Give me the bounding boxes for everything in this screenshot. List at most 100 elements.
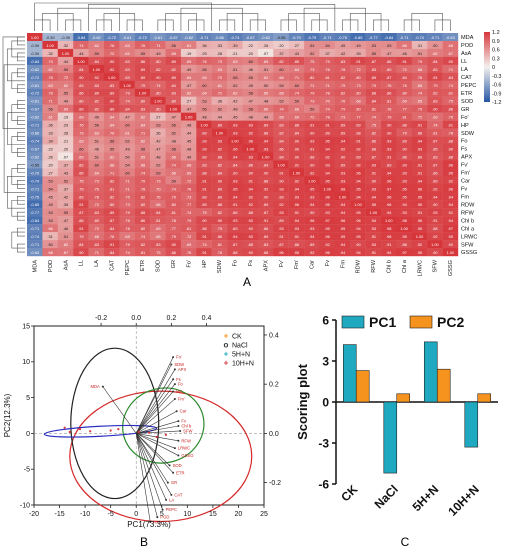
heatmap-cell-value: .83 [109,83,114,88]
heatmap-cell [411,224,428,233]
heatmap-cell [165,176,182,185]
heatmap-cell [304,224,320,233]
heatmap-cell-value: .76 [448,115,453,120]
heatmap-cell [180,200,197,209]
loading-arrow [135,383,176,434]
heatmap-cell-value: .94 [448,194,454,199]
heatmap-cell-value: .98 [340,186,345,191]
heatmap-cell [180,128,197,137]
heatmap-cell-value: .78 [417,75,422,80]
heatmap-cell [365,176,382,185]
heatmap-cell [411,72,428,81]
heatmap-cell-value: .36 [201,43,206,48]
heatmap-cell [257,104,274,113]
heatmap-cell-value: -0.62 [261,35,270,40]
heatmap-cell-value: .48 [247,115,252,120]
heatmap-cell-value: .95 [324,139,329,144]
bar-pc2 [396,393,411,403]
heatmap-cell-value: .96 [278,250,283,255]
heatmap-cell-value: .81 [140,250,145,255]
heatmap-cell [273,64,289,74]
heatmap-cell-value: .48 [155,154,160,159]
heatmap-cell [396,33,413,42]
heatmap-cell-value: .32 [47,51,52,56]
heatmap-cell [211,176,228,185]
heatmap-cell [334,208,351,217]
heatmap-cell [211,216,228,225]
heatmap-row-label: SOD [461,99,473,105]
heatmap-cell-value: .80 [401,91,407,96]
heatmap-cell-value: .85 [78,170,83,175]
heatmap-cell [350,192,366,201]
loading-arrow-head [175,410,178,413]
heatmap-cell-value: .63 [47,83,52,88]
heatmap-cell-value: .69 [78,154,83,159]
heatmap-cell-value: .89 [201,154,206,159]
heatmap-cell [57,216,74,225]
heatmap-cell [350,136,366,145]
heatmap-cell [242,96,259,105]
heatmap-cell-value: .54 [324,43,330,48]
heatmap-cell-value: .87 [432,162,437,167]
heatmap-cell-value: .65 [263,91,268,96]
heatmap-cell-value: .46 [401,51,406,56]
heatmap-cell-value: .43 [294,51,299,56]
heatmap-cell-value: .62 [124,51,129,56]
heatmap-cell-value: .88 [247,210,252,215]
heatmap-cell [150,128,166,137]
heatmap-cell-value: .81 [324,75,329,80]
heatmap-cell [396,168,413,177]
heatmap-cell-value: -0.74 [30,139,40,144]
heatmap-cell [427,224,443,233]
heatmap-cell [211,80,228,89]
heatmap-cell [73,168,89,177]
heatmap-cell [180,56,197,66]
heatmap-cell-value: .94 [355,250,361,255]
heatmap-cell [180,232,197,241]
heatmap-cell-value: .96 [324,250,329,255]
heatmap-cell-value: .65 [124,234,129,239]
heatmap-cell-value: .48 [186,146,191,151]
heatmap-cell [304,88,320,97]
heatmap-cell-value: .84 [371,99,377,104]
heatmap-cell [304,72,320,81]
heatmap-cell-value: .33 [217,43,222,48]
heatmap-cell-value: .47 [186,83,191,88]
loading-label: RFW [181,438,191,443]
heatmap-cell [211,40,228,50]
heatmap-cell [411,176,428,185]
heatmap-cell-value: .81 [171,210,176,215]
heatmap-cell-value: .36 [217,99,222,104]
heatmap-cell-value: 1.00 [323,186,331,191]
heatmap-cell [442,96,459,105]
heatmap-cell [304,200,320,209]
heatmap-cell [350,56,366,66]
heatmap-cell-value: .62 [63,242,68,247]
heatmap-cell [304,48,320,58]
heatmap-cell [319,184,336,193]
heatmap-cell [57,96,74,105]
heatmap-cell-value: .95 [340,234,345,239]
heatmap-cell-value: .51 [94,139,99,144]
heatmap-cell-value: .91 [386,242,391,247]
heatmap-cell-value: .71 [324,83,329,88]
loading-label: SOD [173,463,182,468]
heatmap-cell-value: .88 [232,250,237,255]
heatmap-cell [180,96,197,105]
heatmap-cell-value: .55 [63,210,68,215]
heatmap-cell [134,48,151,58]
heatmap-cell-value: .31 [417,43,422,48]
heatmap-cell [442,80,459,89]
heatmap-cell [350,248,366,257]
heatmap-cell-value: .88 [432,226,437,231]
heatmap-cell [119,104,135,113]
heatmap-cell-value: .83 [201,162,206,167]
heatmap-cell-value: .64 [201,75,207,80]
heatmap-cell-value: 1.00 [354,202,362,207]
heatmap-cell-value: .95 [294,250,299,255]
heatmap-cell-value: 1.00 [385,218,393,223]
heatmap-cell [88,200,105,209]
colorbar-tick-label: -0.3 [492,74,501,80]
heatmap-cell [365,200,382,209]
heatmap-cell-value: .72 [309,115,314,120]
